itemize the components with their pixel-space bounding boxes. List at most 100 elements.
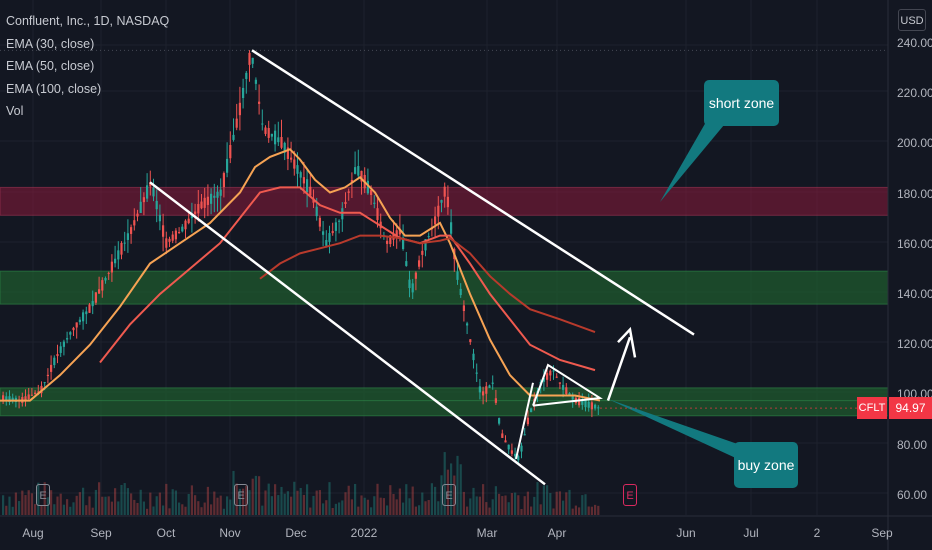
volume-bar: [229, 499, 232, 515]
candle-body: [504, 440, 507, 443]
volume-bar: [546, 485, 549, 515]
volume-bar: [382, 498, 385, 515]
volume-bar: [392, 493, 395, 515]
volume-bar: [331, 508, 334, 515]
candle-body: [376, 208, 379, 221]
volume-bar: [98, 482, 101, 515]
triangle-pattern: [532, 363, 603, 407]
ema-30-indicator[interactable]: EMA (30, close): [6, 36, 95, 51]
support-zone-rect: [0, 387, 889, 417]
candle-body: [334, 222, 337, 231]
candle-body: [318, 217, 321, 227]
candle-body: [546, 373, 549, 380]
volume-bar: [334, 503, 337, 515]
volume-bar: [370, 507, 373, 515]
earnings-marker-icon[interactable]: E: [623, 484, 637, 506]
breakout-arrow-line: [606, 336, 632, 401]
volume-bar: [50, 490, 53, 515]
volume-bar: [494, 486, 497, 515]
candle-body: [526, 417, 529, 425]
volume-bar: [130, 493, 133, 515]
volume-bar: [267, 483, 270, 515]
volume-bar: [238, 488, 241, 515]
earnings-marker-icon[interactable]: E: [36, 484, 50, 506]
candle-body: [418, 260, 421, 267]
buy-zone-pointer: [608, 399, 752, 460]
volume-bar: [472, 487, 475, 515]
candle-body: [264, 127, 267, 134]
earnings-marker-icon[interactable]: E: [442, 484, 456, 506]
candle-body: [98, 289, 101, 294]
volume-bar: [120, 484, 123, 515]
candle-body: [581, 400, 584, 405]
candle-body: [501, 433, 504, 438]
time-tick: 2: [813, 526, 821, 540]
symbol-title[interactable]: Confluent, Inc., 1D, NASDAQ: [6, 14, 170, 28]
volume-bar: [485, 502, 488, 515]
volume-bar: [107, 496, 110, 515]
candle-body: [299, 172, 302, 178]
volume-bar: [210, 504, 213, 515]
buy-zone-callout[interactable]: buy zone: [734, 442, 798, 488]
candle-body: [510, 450, 513, 454]
currency-label[interactable]: USD: [898, 9, 926, 31]
candle-body: [565, 387, 568, 394]
ema-30-line: [0, 148, 601, 402]
volume-bar: [312, 495, 315, 515]
candle-body: [171, 234, 174, 241]
candle-body: [450, 222, 453, 234]
volume-bar: [40, 505, 43, 515]
candle-body: [296, 165, 299, 174]
volume-bar: [5, 505, 8, 515]
volume-bar: [213, 491, 216, 515]
volume-indicator[interactable]: Vol: [6, 104, 24, 118]
candle-body: [222, 173, 225, 187]
candle-body: [104, 278, 107, 281]
candle-body: [347, 191, 350, 193]
short-zone-callout[interactable]: short zone: [704, 80, 779, 126]
volume-bar: [520, 508, 523, 515]
volume-bar: [8, 496, 11, 515]
candle-body: [402, 237, 405, 250]
volume-bar: [597, 505, 600, 515]
volume-bar: [270, 496, 273, 515]
volume-bar: [325, 500, 328, 515]
volume-bar: [18, 501, 21, 515]
candle-body: [597, 407, 600, 409]
ema-100-indicator[interactable]: EMA (100, close): [6, 81, 102, 96]
candle-body: [72, 327, 75, 331]
volume-bar: [136, 502, 139, 515]
candle-body: [594, 404, 597, 409]
volume-bar: [424, 501, 427, 515]
volume-bar: [184, 506, 187, 515]
volume-bar: [206, 486, 209, 515]
candle-body: [226, 158, 229, 173]
price-tick: 80.00: [897, 438, 928, 452]
candle-body: [491, 382, 494, 384]
volume-bar: [315, 490, 318, 515]
candle-body: [357, 166, 360, 176]
candle-body: [466, 323, 469, 326]
candle-body: [370, 189, 373, 195]
volume-bar: [232, 470, 235, 515]
ema-50-indicator[interactable]: EMA (50, close): [6, 59, 95, 73]
volume-bar: [94, 489, 97, 515]
time-tick: Sep: [90, 526, 112, 540]
volume-bar: [27, 490, 30, 515]
volume-bar: [306, 484, 309, 515]
candle-body: [101, 280, 104, 291]
earnings-marker-icon[interactable]: E: [234, 484, 248, 506]
candle-body: [46, 374, 49, 377]
volume-bar: [459, 464, 462, 515]
candle-body: [78, 319, 81, 323]
candle-body: [283, 142, 286, 153]
candle-body: [398, 228, 401, 235]
candle-body: [549, 370, 552, 376]
candle-body: [331, 231, 334, 234]
volume-bar: [402, 502, 405, 515]
candle-body: [30, 394, 33, 396]
candle-body: [261, 123, 264, 125]
time-tick: Aug: [22, 526, 44, 540]
volume-bar: [501, 496, 504, 515]
